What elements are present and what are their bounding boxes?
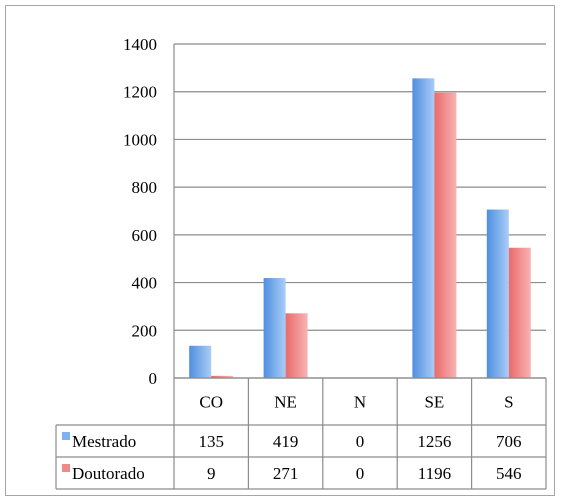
data-value: 9 [207,464,216,483]
bar-mestrado-se [412,78,435,379]
data-value: 0 [356,464,365,483]
data-value: 1196 [418,464,451,483]
legend-label: Doutorado [72,464,145,483]
y-tick-label: 800 [132,178,158,197]
gridlines [173,43,546,379]
data-value: 419 [273,432,299,451]
bars [189,78,531,379]
bar-doutorado-ne [285,313,308,378]
y-tick-label: 1000 [123,130,157,149]
bar-doutorado-s [508,247,531,378]
category-label: SE [424,393,444,412]
y-axis-ticks: 0 200 400 600 800 1000 1200 1400 [123,35,157,388]
legend-swatch-doutorado [62,464,70,472]
data-value: 0 [356,432,365,451]
y-tick-label: 200 [132,321,158,340]
y-tick-label: 400 [132,274,158,293]
data-value: 546 [496,464,522,483]
bar-chart: 0 200 400 600 800 1000 1200 1400 CO NE N SE S Mestra… [55,35,547,490]
data-value: 1256 [417,432,451,451]
category-label: N [354,393,366,412]
legend-label: Mestrado [72,432,136,451]
category-label: CO [199,393,223,412]
bar-mestrado-co [189,345,212,378]
category-label: S [504,393,513,412]
data-table: CO NE N SE S Mestrado 135 419 0 1256 706 Doutorado 9… [55,377,547,490]
data-value: 706 [496,432,522,451]
bar-mestrado-ne [263,278,286,378]
legend-swatch-mestrado [62,432,70,440]
data-value: 135 [198,432,224,451]
data-value: 271 [273,464,299,483]
category-label: NE [274,393,297,412]
bar-doutorado-co [211,375,234,378]
chart-frame: 0 200 400 600 800 1000 1200 1400 CO NE N SE S Mestra… [5,5,555,496]
y-tick-label: 1400 [123,35,157,54]
y-tick-label: 600 [132,226,158,245]
y-tick-label: 1200 [123,83,157,102]
bar-mestrado-s [486,209,509,378]
bar-doutorado-se [434,92,457,378]
y-tick-label: 0 [149,369,158,388]
